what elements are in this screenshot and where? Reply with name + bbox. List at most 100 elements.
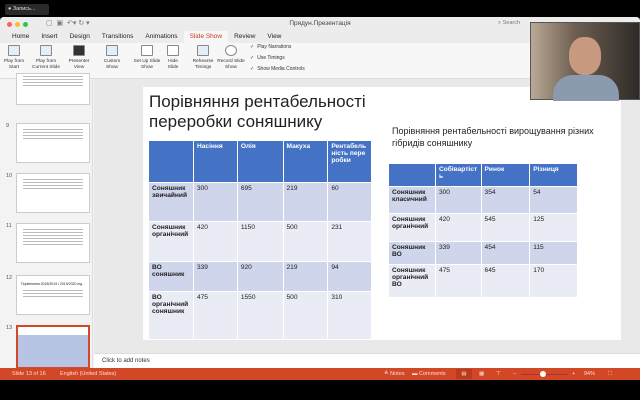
tab-insert[interactable]: Insert	[41, 33, 58, 40]
zoom-slider[interactable]	[521, 371, 568, 377]
table-row: Соняшник органічний ВО 475 645 170	[388, 264, 578, 298]
table-header	[388, 163, 436, 187]
table-row: ВО органічний соняшник 475 1550 500 310	[148, 291, 372, 340]
slide-thumbnail-11[interactable]	[16, 223, 90, 263]
table-cell: 170	[529, 264, 578, 298]
setup-icon	[141, 45, 153, 56]
ribbon-tabs: Home Insert Design Transitions Animation…	[0, 31, 640, 43]
play-current-icon	[40, 45, 52, 56]
status-bar: Slide 13 of 16 English (United States) ≜…	[0, 368, 640, 380]
minimize-window-button[interactable]	[15, 22, 20, 27]
slide-number: 9	[6, 123, 10, 129]
table-cell: 545	[480, 213, 531, 242]
slide-number: 13	[6, 325, 13, 331]
row-header: Соняшник ВО	[388, 241, 436, 265]
show-media-controls-checkbox[interactable]: ✓ Show Media Controls	[250, 66, 305, 72]
play-narrations-checkbox[interactable]: ✓ Play Narrations	[250, 44, 292, 50]
person-face	[569, 37, 601, 75]
slide-counter: Slide 13 of 16	[12, 371, 46, 377]
title-bar: ▢ ▣ ↶▾ ↻ ▾ Прядун.Презентація ⌕ Search	[0, 17, 640, 31]
zoom-level[interactable]: 94%	[584, 371, 596, 377]
close-window-button[interactable]	[7, 22, 12, 27]
record-slide-show-button[interactable]: Record Slide Show	[216, 45, 246, 70]
table-cell: 454	[480, 241, 531, 265]
row-header: ВО органічний соняшник	[148, 291, 194, 340]
row-header: Соняшник органічний ВО	[388, 264, 436, 298]
table-cell: 94	[327, 261, 372, 292]
reading-view-button[interactable]: ⊤	[496, 371, 501, 377]
play-from-current-button[interactable]: Play from Current Slide	[28, 45, 64, 70]
window-title: Прядун.Презентація	[289, 20, 351, 27]
use-timings-checkbox[interactable]: ✓ Use Timings	[250, 55, 285, 61]
slide-thumbnail-9[interactable]	[16, 123, 90, 163]
slide-canvas[interactable]: Порівняння рентабельності переробки соня…	[143, 87, 621, 340]
hide-slide-icon	[167, 45, 179, 56]
slide-sorter-button[interactable]: ▦	[479, 371, 485, 377]
table-cell: 475	[434, 264, 482, 298]
row-header: ВО соняшник	[148, 261, 194, 292]
rehearse-timings-button[interactable]: Rehearse Timings	[190, 45, 216, 70]
tab-design[interactable]: Design	[69, 33, 90, 40]
set-up-slide-show-button[interactable]: Set Up Slide Show	[132, 45, 162, 70]
checkmark-icon: ✓	[250, 66, 255, 72]
presenter-view-button[interactable]: Presenter View	[66, 45, 92, 70]
slide-thumbnail-13[interactable]	[16, 325, 90, 369]
table-cell: 60	[327, 182, 372, 222]
checkmark-icon: ✓	[250, 55, 255, 61]
tab-review[interactable]: Review	[234, 33, 256, 40]
tab-transitions[interactable]: Transitions	[101, 33, 134, 40]
slide-thumbnail-10[interactable]	[16, 173, 90, 213]
row-header: Соняшник класичний	[388, 186, 436, 214]
hide-slide-button[interactable]: Hide Slide	[164, 45, 182, 70]
table-cell: 339	[434, 241, 482, 265]
growing-table: Собівартість Ринок Різниця Соняшник клас…	[388, 163, 578, 298]
fit-to-window-icon[interactable]: ⛶	[608, 371, 612, 377]
table-cell: 500	[282, 291, 329, 340]
slide-thumbnails-panel[interactable]: 9 10 11 12 Порівняння 2018/2019 і 2019/2…	[0, 73, 93, 369]
maximize-window-button[interactable]	[23, 22, 28, 27]
webcam-video	[530, 22, 640, 101]
notes-input[interactable]: Click to add notes	[94, 353, 640, 368]
table-cell: 339	[192, 261, 238, 292]
tab-home[interactable]: Home	[12, 33, 30, 40]
comments-button[interactable]: ▬ Comments	[412, 371, 446, 377]
slide-thumbnail-8[interactable]	[16, 73, 90, 105]
row-header: Соняшник органічний	[148, 221, 194, 262]
tab-slide-show[interactable]: Slide Show	[183, 31, 229, 43]
notes-button[interactable]: ≜ Notes	[384, 371, 405, 377]
normal-view-button[interactable]: ▤	[456, 369, 472, 379]
language-indicator[interactable]: English (United States)	[60, 371, 117, 377]
table-cell: 115	[529, 241, 578, 265]
table-cell: 420	[434, 213, 482, 242]
table-cell: 219	[282, 182, 329, 222]
table-cell: 231	[327, 221, 372, 262]
slide-number: 10	[6, 173, 13, 179]
search-input[interactable]: ⌕ Search	[498, 20, 521, 26]
table-header: Макуха	[282, 140, 329, 183]
table-cell: 645	[480, 264, 531, 298]
table-cell: 920	[236, 261, 284, 292]
recording-label: Запись...	[12, 6, 36, 12]
custom-show-button[interactable]: Custom Show	[100, 45, 124, 70]
table-cell: 500	[282, 221, 329, 262]
table-header: Насіння	[192, 140, 238, 183]
zoom-out-button[interactable]: −	[513, 371, 517, 377]
record-icon	[225, 45, 237, 56]
recording-indicator[interactable]: ● Запись...	[5, 4, 49, 15]
table-header: Ринок	[480, 163, 531, 187]
slide-editor: Порівняння рентабельності переробки соня…	[94, 79, 640, 353]
table-cell: 354	[480, 186, 531, 214]
table-header: Олія	[236, 140, 284, 183]
quick-access-icons[interactable]: ▢ ▣ ↶▾ ↻ ▾	[46, 20, 90, 27]
rehearse-icon	[197, 45, 209, 56]
play-from-start-button[interactable]: Play from Start	[3, 45, 25, 70]
zoom-in-button[interactable]: +	[572, 371, 576, 377]
tab-animations[interactable]: Animations	[145, 33, 178, 40]
table-cell: 1550	[236, 291, 284, 340]
slide-thumbnail-12[interactable]: Порівняння 2018/2019 і 2019/2020 під	[16, 275, 90, 315]
processing-table: Насіння Олія Макуха Рентабельність перер…	[148, 140, 372, 340]
play-start-icon	[8, 45, 20, 56]
tab-view[interactable]: View	[267, 33, 282, 40]
zoom-slider-handle[interactable]	[540, 371, 547, 377]
table-header: Різниця	[529, 163, 578, 187]
